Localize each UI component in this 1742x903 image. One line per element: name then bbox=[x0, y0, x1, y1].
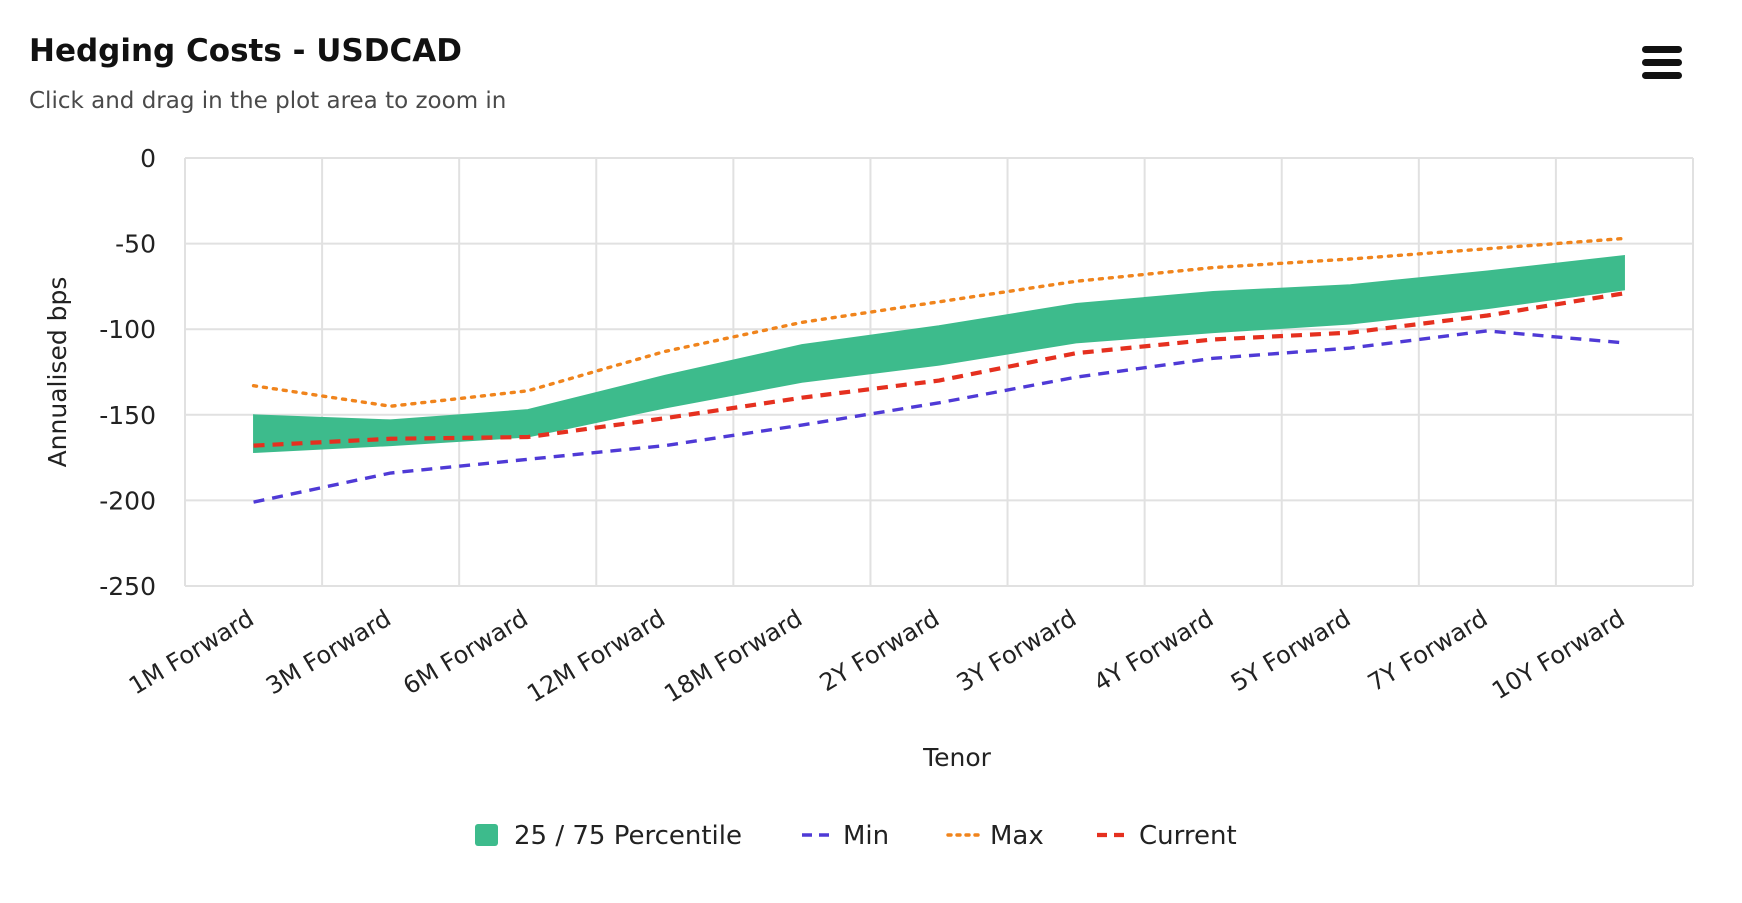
series-line-min bbox=[253, 329, 1625, 504]
series-line-current bbox=[253, 291, 1625, 448]
x-tick-label: 5Y Forward bbox=[1226, 604, 1355, 697]
legend-label-min: Min bbox=[843, 821, 889, 851]
x-tick-label: 3M Forward bbox=[261, 604, 396, 700]
x-tick-label: 1M Forward bbox=[124, 604, 259, 700]
y-tick-label: -100 bbox=[99, 315, 156, 344]
hamburger-menu-icon[interactable] bbox=[1638, 46, 1686, 84]
percentile-band bbox=[253, 255, 1625, 453]
x-tick-label: 7Y Forward bbox=[1363, 604, 1492, 697]
y-tick-label: -250 bbox=[99, 572, 156, 601]
legend-label-percentile: 25 / 75 Percentile bbox=[514, 821, 742, 851]
x-axis-title: Tenor bbox=[922, 743, 992, 772]
x-tick-label: 10Y Forward bbox=[1487, 604, 1629, 705]
x-tick-label: 6M Forward bbox=[398, 604, 533, 700]
y-tick-label: -50 bbox=[115, 230, 156, 259]
y-tick-label: 0 bbox=[140, 144, 156, 173]
y-axis-title: Annualised bps bbox=[43, 277, 72, 468]
x-tick-label: 2Y Forward bbox=[815, 604, 944, 697]
x-tick-label: 4Y Forward bbox=[1089, 604, 1218, 697]
x-tick-label: 3Y Forward bbox=[952, 604, 1081, 697]
y-tick-label: -150 bbox=[99, 401, 156, 430]
legend-label-max: Max bbox=[990, 821, 1044, 851]
y-tick-label: -200 bbox=[99, 486, 156, 515]
chart-title: Hedging Costs - USDCAD bbox=[29, 33, 462, 69]
chart-subtitle: Click and drag in the plot area to zoom … bbox=[29, 88, 507, 114]
series-line-max bbox=[251, 236, 1627, 408]
x-tick-label: 12M Forward bbox=[522, 604, 670, 708]
legend-label-current: Current bbox=[1139, 821, 1237, 851]
legend-swatch-percentile bbox=[475, 824, 498, 846]
x-tick-label: 18M Forward bbox=[659, 604, 807, 708]
